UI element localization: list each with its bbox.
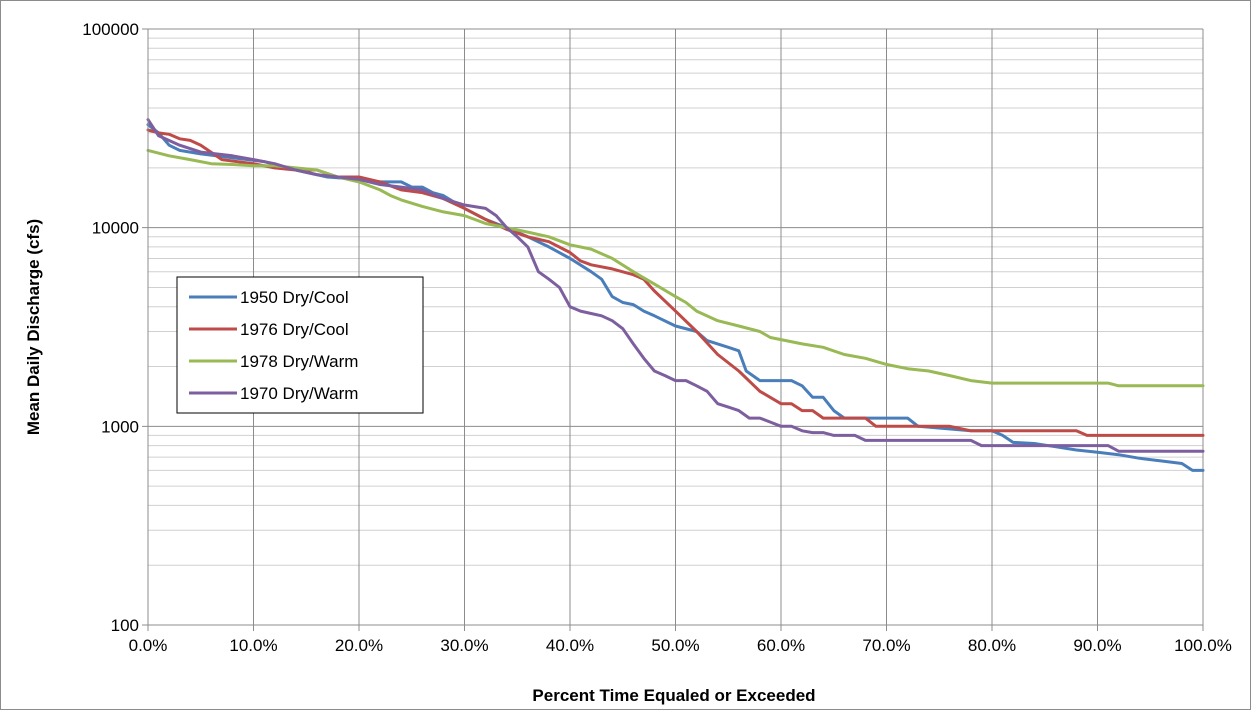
axis-layer: 100 1000 10000 100000 0.0% 10.0% 20.0% 30.0% 40.… [82,20,1232,655]
legend-label: 1976 Dry/Cool [240,320,349,339]
x-tick-label: 20.0% [335,636,383,655]
x-tick-label: 70.0% [862,636,910,655]
legend-label: 1950 Dry/Cool [240,288,349,307]
x-tick-label: 60.0% [757,636,805,655]
series-line-1978-dry-warm [146,148,1205,388]
y-axis-title: Mean Daily Discharge (cfs) [24,219,43,435]
x-tick-label: 100.0% [1174,636,1232,655]
legend-label: 1978 Dry/Warm [240,352,358,371]
x-axis-title: Percent Time Equaled or Exceeded [532,686,815,705]
legend-items: 1950 Dry/Cool 1976 Dry/Cool 1978 Dry/Warm 1… [189,288,358,403]
series-layer [146,118,1205,472]
x-tick-label: 10.0% [229,636,277,655]
y-tick-label: 100000 [82,20,139,39]
x-tick-label: 40.0% [546,636,594,655]
legend-box [176,276,424,414]
series-line-1970-dry-warm [146,118,1205,453]
legend: 1950 Dry/Cool 1976 Dry/Cool 1978 Dry/Warm 1… [176,276,424,414]
x-tick-label: 30.0% [440,636,488,655]
legend-label: 1970 Dry/Warm [240,384,358,403]
y-tick-label: 1000 [101,417,139,436]
x-tick-label: 80.0% [968,636,1016,655]
y-tick-label: 100 [111,616,139,635]
y-tick-label: 10000 [92,219,139,238]
x-tick-label: 0.0% [129,636,168,655]
x-tick-label: 90.0% [1073,636,1121,655]
x-tick-label: 50.0% [651,636,699,655]
